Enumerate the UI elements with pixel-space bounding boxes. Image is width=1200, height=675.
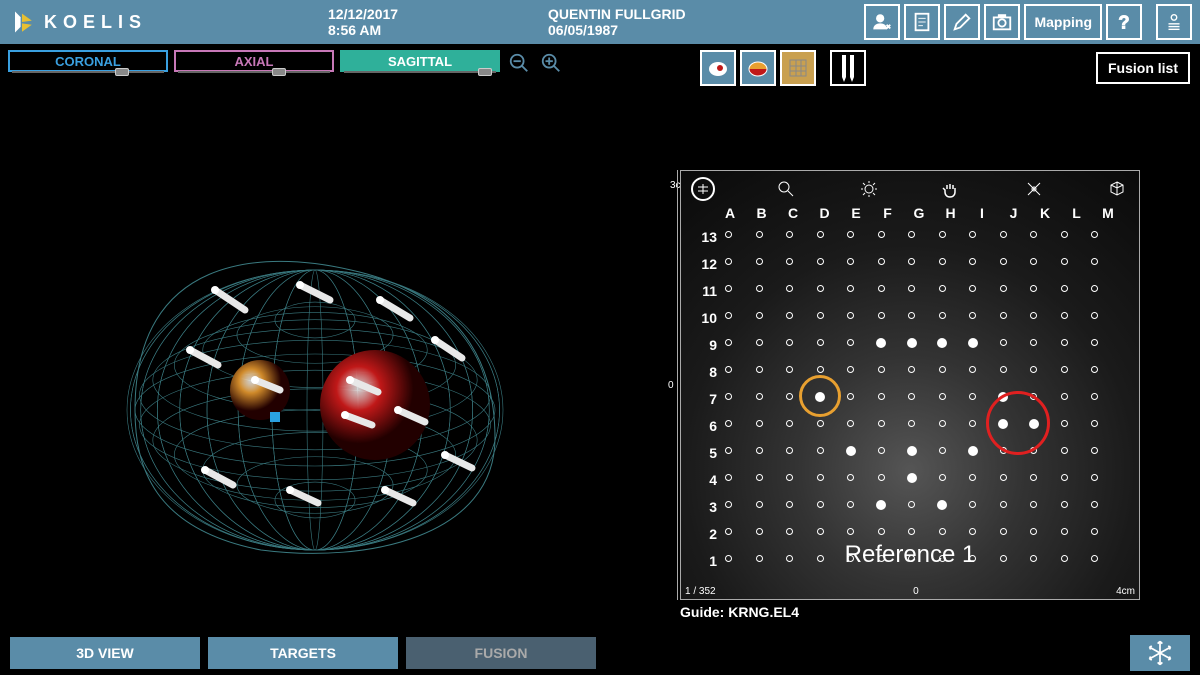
grid-3d-icon[interactable] [1105,177,1129,201]
logo: KOELIS [8,8,328,36]
grid-bottom-scale: 1 / 352 0 4cm [681,586,1139,597]
brain-outline-icon[interactable] [700,50,736,86]
prostate-mesh [0,90,630,610]
brain-color-icon[interactable] [740,50,776,86]
patient-icon[interactable] [864,4,900,40]
help-icon[interactable]: ? [1106,4,1142,40]
fusion-list-button[interactable]: Fusion list [1096,52,1190,84]
needle-tool-icon[interactable] [830,50,866,86]
camera-icon[interactable] [984,4,1020,40]
logo-icon [8,8,36,36]
plane-axial[interactable]: AXIAL [174,50,334,72]
header-bar: KOELIS 12/12/2017 8:56 AM QUENTIN FULLGR… [0,0,1200,44]
3d-view-button[interactable]: 3D VIEW [10,637,200,669]
guide-label: Guide: KRNG.EL4 [680,604,1180,620]
grid-vertical-scale: 3cm 0 [670,170,680,600]
grid-home-icon[interactable] [691,177,715,201]
grid-brightness-icon[interactable] [857,177,881,201]
svg-text:?: ? [1118,11,1129,32]
plane-toolbar: CORONAL AXIAL SAGITTAL [0,44,1200,78]
grid-mode-icon[interactable] [780,50,816,86]
footer: 3D VIEW TARGETS FUSION [0,631,1200,675]
header-buttons: Mapping ? [864,4,1192,40]
plane-coronal[interactable]: CORONAL [8,50,168,72]
mapping-button[interactable]: Mapping [1024,4,1102,40]
document-icon[interactable] [904,4,940,40]
view-3d[interactable] [0,90,630,625]
patient-name: QUENTIN FULLGRID [548,6,828,22]
pencil-icon[interactable] [944,4,980,40]
header-patient-col: QUENTIN FULLGRID 06/05/1987 [548,6,828,38]
biopsy-grid-panel: 3cm 0 ABCDEFGHIJKLM 13121110987654321 Re… [640,170,1180,620]
targets-button[interactable]: TARGETS [208,637,398,669]
snowflake-icon [1146,639,1174,667]
view-mode-tools [700,50,866,86]
grid-row-labels: 13121110987654321 [695,229,717,569]
header-date-col: 12/12/2017 8:56 AM [328,6,548,38]
grid-col-labels: ABCDEFGHIJKLM [723,205,1115,221]
fusion-button[interactable]: FUSION [406,637,596,669]
zoom-out-icon[interactable] [506,50,532,76]
freeze-button[interactable] [1130,635,1190,671]
zoom-in-icon[interactable] [538,50,564,76]
grid-measure-icon[interactable] [1022,177,1046,201]
patient-dob: 06/05/1987 [548,22,828,38]
grid-pan-icon[interactable] [939,177,963,201]
grid-tools [691,177,1129,201]
list-icon[interactable] [1156,4,1192,40]
plane-sagittal[interactable]: SAGITTAL [340,50,500,72]
header-time: 8:56 AM [328,22,548,38]
brand-text: KOELIS [44,12,147,33]
grid-zoom-icon[interactable] [774,177,798,201]
header-date: 12/12/2017 [328,6,548,22]
reference-label: Reference 1 [681,541,1139,569]
biopsy-grid[interactable]: ABCDEFGHIJKLM 13121110987654321 Referenc… [680,170,1140,600]
